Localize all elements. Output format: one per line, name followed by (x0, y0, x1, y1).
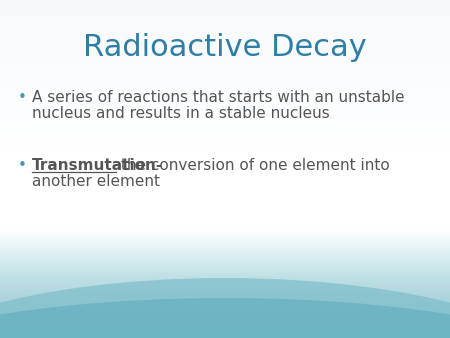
Text: another element: another element (32, 174, 160, 189)
Text: A series of reactions that starts with an unstable: A series of reactions that starts with a… (32, 90, 405, 105)
Text: the conversion of one element into: the conversion of one element into (116, 158, 390, 173)
Text: Transmutation-: Transmutation- (32, 158, 163, 173)
Ellipse shape (0, 278, 450, 338)
Text: •: • (18, 90, 27, 105)
Text: •: • (18, 158, 27, 173)
Ellipse shape (0, 298, 450, 338)
Text: Radioactive Decay: Radioactive Decay (83, 33, 367, 62)
Text: nucleus and results in a stable nucleus: nucleus and results in a stable nucleus (32, 106, 330, 121)
